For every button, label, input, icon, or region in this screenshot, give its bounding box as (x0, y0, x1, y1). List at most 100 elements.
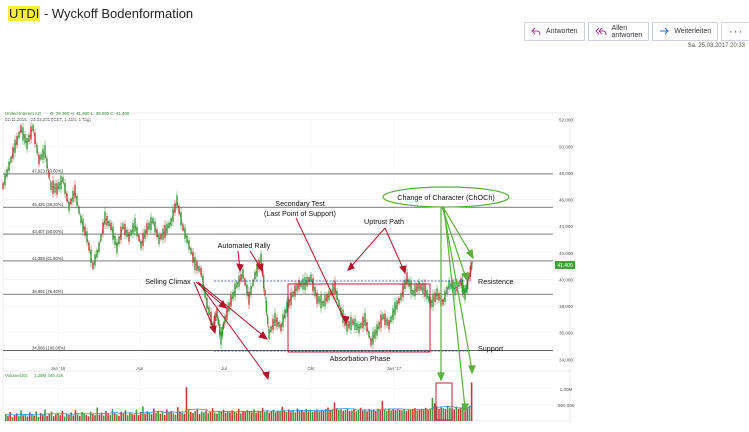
volume-bar (298, 411, 301, 421)
volume-bar (272, 409, 275, 421)
volume-bar (92, 413, 94, 421)
price-candle (324, 295, 326, 307)
volume-bar (264, 412, 266, 421)
last-price-tag (555, 261, 575, 269)
volume-bar (329, 410, 331, 421)
reply-all-button[interactable]: Allen antworten (587, 22, 650, 41)
price-candle (306, 276, 308, 287)
price-candle (168, 222, 170, 229)
volume-bar (68, 414, 70, 421)
price-candle (346, 320, 348, 332)
volume-bar (172, 413, 175, 421)
price-candle (108, 220, 110, 227)
price-candle (382, 313, 384, 320)
volume-bar (455, 406, 458, 421)
volume-bar (320, 410, 323, 421)
volume-bar (113, 412, 116, 421)
x-tick-label: Jan '16 (51, 366, 66, 371)
price-candle (426, 289, 428, 300)
price-candle (44, 144, 46, 159)
volume-bar (24, 413, 27, 421)
climax-arrowhead-3 (258, 331, 269, 340)
x-tick-label: Jul (221, 366, 227, 371)
price-candle (356, 322, 358, 331)
volume-bar (344, 410, 347, 421)
volume-bar (285, 412, 288, 421)
volume-bar (227, 411, 229, 421)
price-candle (166, 223, 168, 234)
reply-button[interactable]: Antworten (524, 22, 585, 41)
volume-bar (287, 409, 290, 421)
price-candle (372, 331, 374, 345)
volume-bar (375, 411, 377, 421)
volume-bar (390, 410, 392, 421)
price-candle (274, 312, 276, 327)
price-candle (388, 320, 390, 330)
volume-bar (237, 408, 240, 421)
price-candle (236, 281, 238, 288)
volume-bar (279, 411, 281, 421)
price-candle (438, 293, 440, 301)
volume-bar (42, 414, 44, 421)
volume-bar (261, 407, 264, 421)
price-candle (4, 173, 6, 186)
chart-grid (3, 113, 553, 421)
climax-arrowhead-1 (209, 325, 217, 335)
volume-bar (311, 412, 314, 421)
volume-bar (342, 410, 344, 421)
volume-bar (244, 412, 247, 421)
volume-bar (144, 413, 146, 421)
price-candle (334, 280, 336, 295)
reply-all-label: Allen antworten (611, 24, 643, 39)
price-candle (326, 294, 328, 302)
volume-bar (250, 412, 253, 421)
y-tick-label: 48,000 (559, 171, 573, 176)
volume-bar (407, 409, 410, 421)
price-candle (444, 290, 446, 302)
volume-bar (266, 410, 268, 421)
volume-bar (39, 412, 42, 421)
price-candle (14, 139, 16, 153)
fib-label: 43,407 (50.00%) (32, 229, 64, 234)
price-candle (30, 126, 32, 140)
price-series (2, 121, 474, 350)
price-candle (242, 269, 244, 279)
price-candle (68, 201, 70, 211)
automated-rally-label: Automated Rally (218, 241, 271, 250)
price-candle (280, 323, 282, 332)
price-candle (216, 308, 218, 318)
price-candle (78, 207, 80, 214)
volume-bar (153, 408, 155, 421)
volume-bar (192, 412, 194, 421)
price-candle (94, 254, 96, 266)
price-candle (74, 184, 76, 199)
price-candle (466, 275, 469, 290)
volume-bar (81, 412, 83, 421)
more-actions-button[interactable]: ··· (721, 22, 749, 41)
price-candle (200, 267, 202, 276)
x-tick-label: Apr (136, 366, 144, 371)
price-candle (412, 289, 414, 296)
price-candle (286, 301, 288, 314)
volume-bar (116, 414, 118, 421)
volume-bar (290, 411, 292, 421)
volume-bar (414, 408, 416, 421)
forward-button[interactable]: Weiterleiten (652, 22, 719, 41)
volume-bar (205, 410, 207, 421)
volume-bar (396, 408, 399, 421)
price-candle (268, 329, 270, 339)
volume-bar (412, 409, 414, 421)
price-candle (16, 135, 18, 146)
price-candle (178, 206, 180, 214)
price-candle (156, 229, 158, 238)
price-candle (316, 292, 318, 304)
price-candle (248, 291, 250, 305)
selling-climax-label: Selling Climax (145, 277, 191, 286)
price-candle (262, 275, 265, 289)
price-candle (140, 241, 142, 249)
price-candle (70, 198, 72, 205)
price-candle (26, 137, 28, 150)
volume-bar (449, 407, 451, 421)
volume-bar (409, 410, 412, 421)
choch-arrowhead-1 (437, 372, 445, 382)
